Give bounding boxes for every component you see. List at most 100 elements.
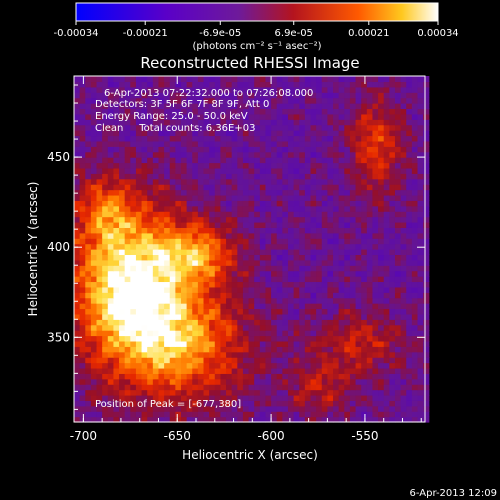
heatmap-cell — [417, 124, 424, 131]
heatmap-cell — [113, 221, 120, 228]
heatmap-cell — [209, 297, 216, 304]
heatmap-cell — [242, 178, 250, 185]
heatmap-cell — [85, 265, 92, 272]
heatmap-cell — [327, 92, 334, 99]
heatmap-cell — [287, 238, 295, 245]
heatmap-cell — [406, 227, 413, 234]
heatmap-cell — [226, 243, 233, 250]
heatmap-cell — [394, 178, 402, 185]
heatmap-cell — [299, 384, 306, 391]
heatmap-cell — [276, 249, 283, 256]
heatmap-cell — [383, 194, 390, 201]
heatmap-cell — [180, 135, 188, 142]
heatmap-cell — [242, 157, 250, 164]
heatmap-cell — [406, 259, 413, 266]
heatmap-cell — [209, 113, 216, 120]
heatmap-cell — [411, 211, 419, 218]
heatmap-cell — [186, 211, 193, 218]
heatmap-cell — [74, 173, 81, 180]
heatmap-cell — [74, 259, 81, 266]
heatmap-cell — [265, 221, 272, 228]
heatmap-cell — [203, 86, 210, 93]
heatmap-cell — [389, 76, 396, 83]
heatmap-cell — [214, 103, 222, 110]
heatmap-cell — [119, 357, 126, 364]
heatmap-cell — [96, 330, 103, 337]
heatmap-cell — [321, 281, 328, 288]
heatmap-cell — [338, 194, 345, 201]
heatmap-cell — [164, 346, 171, 353]
heatmap-cell — [107, 157, 115, 164]
heatmap-cell — [389, 146, 396, 153]
heatmap-cell — [372, 346, 379, 353]
heatmap-cell — [180, 270, 188, 277]
heatmap-cell — [175, 389, 182, 396]
heatmap-cell — [226, 313, 233, 320]
heatmap-cell — [383, 286, 390, 293]
heatmap-cell — [147, 324, 154, 331]
heatmap-cell — [90, 362, 98, 369]
heatmap-cell — [254, 162, 261, 169]
heatmap-cell — [304, 286, 312, 293]
heatmap-cell — [310, 200, 317, 207]
heatmap-cell — [316, 351, 323, 358]
heatmap-cell — [169, 103, 176, 110]
heatmap-cell — [147, 265, 154, 272]
heatmap-cell — [124, 297, 131, 304]
heatmap-cell — [394, 211, 402, 218]
heatmap-cell — [383, 346, 390, 353]
heatmap-cell — [203, 113, 210, 120]
heatmap-cell — [378, 200, 385, 207]
heatmap-cell — [102, 405, 109, 412]
heatmap-cell — [389, 124, 396, 131]
heatmap-cell — [226, 211, 233, 218]
heatmap-cell — [287, 405, 295, 412]
heatmap-cell — [197, 216, 205, 223]
heatmap-cell — [124, 416, 131, 423]
heatmap-cell — [231, 292, 238, 299]
heatmap-cell — [378, 130, 385, 137]
heatmap-cell — [74, 211, 81, 218]
heatmap-cell — [152, 276, 160, 283]
heatmap-cell — [192, 384, 199, 391]
heatmap-cell — [333, 200, 340, 207]
heatmap-cell — [248, 367, 255, 374]
heatmap-cell — [130, 243, 137, 250]
heatmap-cell — [333, 411, 340, 418]
heatmap-cell — [389, 92, 396, 99]
heatmap-cell — [226, 330, 233, 337]
heatmap-cell — [164, 286, 171, 293]
heatmap-cell — [338, 108, 345, 115]
heatmap-cell — [119, 394, 126, 401]
heatmap-cell — [152, 303, 160, 310]
heatmap-cell — [130, 86, 137, 93]
heatmap-cell — [299, 76, 306, 83]
heatmap-cell — [237, 308, 244, 315]
heatmap-cell — [203, 194, 210, 201]
heatmap-cell — [361, 140, 368, 147]
heatmap-cell — [254, 351, 261, 358]
heatmap-cell — [209, 189, 216, 196]
heatmap-cell — [119, 254, 126, 261]
heatmap-cell — [372, 330, 379, 337]
heatmap-cell — [85, 249, 92, 256]
heatmap-cell — [417, 416, 424, 423]
heatmap-cell — [214, 340, 222, 347]
heatmap-cell — [310, 319, 317, 326]
heatmap-cell — [394, 86, 402, 93]
heatmap-cell — [321, 119, 328, 126]
heatmap-cell — [366, 97, 374, 104]
heatmap-cell — [226, 384, 233, 391]
heatmap-cell — [327, 405, 334, 412]
heatmap-cell — [344, 297, 351, 304]
heatmap-cell — [366, 330, 374, 337]
heatmap-cell — [186, 238, 193, 245]
heatmap-cell — [282, 346, 289, 353]
heatmap-cell — [237, 394, 244, 401]
heatmap-cell — [147, 205, 154, 212]
heatmap-cell — [366, 130, 374, 137]
heatmap-cell — [96, 351, 103, 358]
heatmap-cell — [209, 319, 216, 326]
heatmap-cell — [242, 243, 250, 250]
heatmap-cell — [327, 97, 334, 104]
